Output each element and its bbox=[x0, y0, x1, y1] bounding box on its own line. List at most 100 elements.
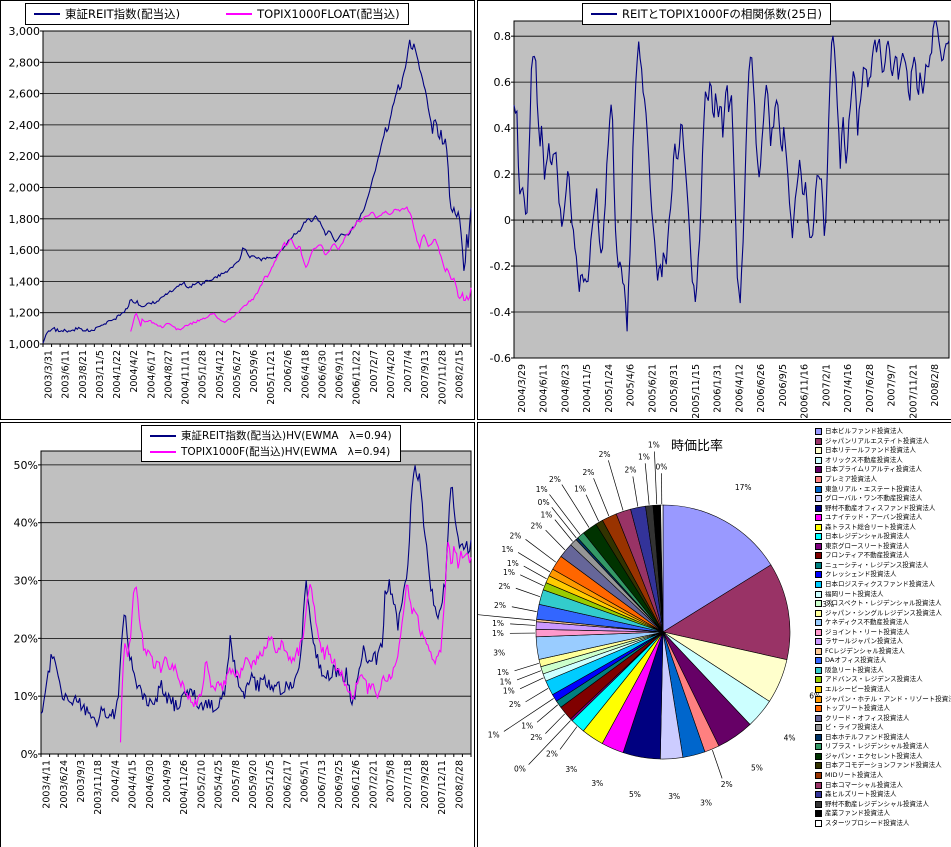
legend-swatch bbox=[815, 619, 822, 627]
hv-chart-legend: 東証REIT指数(配当込)HV(EWMA λ=0.94) TOPIX1000F(… bbox=[141, 425, 401, 462]
topix-line-swatch bbox=[226, 13, 253, 15]
y-axis-label: -0.6 bbox=[490, 352, 511, 365]
x-axis-label: 2004/8/23 bbox=[560, 364, 571, 413]
y-axis-label: 1,800 bbox=[9, 213, 41, 226]
pie-percent-label: 4% bbox=[784, 733, 796, 742]
legend-label: 東証REIT指数(配当込) bbox=[65, 7, 181, 21]
x-axis-label: 2005/6/21 bbox=[647, 364, 658, 413]
legend-item: リプラス・レジデンシャル投資法人 bbox=[815, 742, 951, 752]
legend-item: 福岡リート投資法人 bbox=[815, 589, 951, 599]
label-leader bbox=[528, 720, 571, 765]
x-axis-label: 2007/4/16 bbox=[843, 364, 854, 413]
legend-item: クレッシェンド投資法人 bbox=[815, 570, 951, 580]
x-axis-label: 2003/8/21 bbox=[78, 350, 89, 399]
x-axis-label: 2006/4/12 bbox=[734, 364, 745, 413]
y-axis-label: -0.2 bbox=[490, 260, 511, 273]
pie-percent-label: 3% bbox=[700, 798, 712, 807]
index-chart-legend: 東証REIT指数(配当込) TOPIX1000FLOAT(配当込) bbox=[25, 3, 409, 25]
x-axis-label: 2008/2/15 bbox=[454, 350, 465, 399]
y-axis-label: 1,000 bbox=[9, 338, 41, 351]
pie-percent-label: 1% bbox=[638, 452, 650, 461]
x-axis-label: 2003/3/31 bbox=[44, 350, 55, 399]
pie-percent-label: 1% bbox=[497, 668, 509, 677]
pie-percent-label: 1% bbox=[502, 545, 514, 554]
pie-slice bbox=[660, 504, 664, 633]
pie-percent-label: 2% bbox=[530, 733, 542, 742]
legend-item: 日本ビルファンド投資法人 bbox=[815, 427, 951, 437]
legend-label: 日本レジデンシャル投資法人 bbox=[825, 532, 910, 541]
x-axis-label: 2007/2/21 bbox=[368, 760, 379, 809]
legend-item: スターツプロシード投資法人 bbox=[815, 818, 951, 828]
x-axis-label: 2006/12/6 bbox=[351, 760, 362, 809]
legend-swatch bbox=[815, 791, 822, 799]
legend-swatch bbox=[815, 762, 822, 770]
legend-item: ジョイント・リート投資法人 bbox=[815, 627, 951, 637]
legend-label: ジョイント・リート投資法人 bbox=[825, 627, 910, 636]
legend-swatch bbox=[815, 581, 822, 589]
pie-percent-label: 1% bbox=[648, 441, 660, 450]
legend-swatch bbox=[815, 752, 822, 760]
legend-item: 日本コマーシャル投資法人 bbox=[815, 780, 951, 790]
legend-label: 産業ファンド投資法人 bbox=[825, 809, 890, 818]
legend-swatch bbox=[815, 437, 822, 445]
x-axis-label: 2003/6/11 bbox=[61, 350, 72, 399]
label-leader bbox=[712, 749, 723, 779]
label-leader bbox=[593, 478, 610, 517]
legend-item: 日本レジデンシャル投資法人 bbox=[815, 532, 951, 542]
legend-swatch bbox=[815, 628, 822, 636]
y-axis-label: 2,600 bbox=[9, 88, 41, 101]
correlation-chart-legend: REITとTOPIX1000Fの相関係数(25日) bbox=[582, 3, 831, 25]
x-axis-label: 2005/9/20 bbox=[248, 760, 259, 809]
plot-area: 50% 40% 30% 20% 10% 0% 2003/4/11 2003/6/24 2003/… bbox=[14, 450, 472, 815]
legend-swatch bbox=[815, 571, 822, 579]
legend-item: プレミア投資法人 bbox=[815, 475, 951, 485]
legend-swatch bbox=[815, 542, 822, 550]
label-leader bbox=[511, 606, 537, 612]
x-axis-label: 2004/11/26 bbox=[179, 760, 190, 815]
x-axis-label: 2003/11/5 bbox=[95, 350, 106, 399]
pie-percent-label: 3% bbox=[668, 792, 680, 801]
y-axis-label: 1,600 bbox=[9, 244, 41, 257]
pie-percent-label: 1% bbox=[521, 721, 533, 730]
x-axis-label: 2005/9/6 bbox=[249, 350, 260, 393]
legend-label: 日本ビルファンド投資法人 bbox=[825, 427, 903, 436]
pie-percent-label: 2% bbox=[625, 466, 637, 475]
series-line bbox=[130, 206, 472, 332]
label-leader bbox=[515, 587, 541, 598]
x-axis-label: 2004/2/4 bbox=[110, 760, 121, 803]
legend-label: DAオフィス投資法人 bbox=[825, 656, 887, 665]
pie-percent-label: 3% bbox=[493, 649, 505, 658]
index-line-chart: 3,000 2,800 2,600 2,400 2,200 2,000 1,800 1,600… bbox=[9, 25, 472, 405]
legend-label: ジャパン・エクセレント投資法人 bbox=[825, 751, 923, 760]
y-axis-label: 1,400 bbox=[9, 275, 41, 288]
label-leader bbox=[654, 451, 658, 505]
label-leader bbox=[536, 704, 558, 723]
y-axis-label: 30% bbox=[14, 575, 38, 588]
legend-swatch bbox=[815, 590, 822, 598]
legend-swatch bbox=[815, 456, 822, 464]
chart-market-cap-pie: 時価比率 17%13%6%4%5%2%3%3%5%3%3%2%0%2%1%1%2… bbox=[477, 422, 951, 847]
x-axis-label: 2005/7/8 bbox=[231, 760, 242, 803]
chart-correlation: REITとTOPIX1000Fの相関係数(25日) 0.8 0.6 0.4 0.2 0 -… bbox=[477, 0, 951, 420]
legend-label: クレッシェンド投資法人 bbox=[825, 570, 897, 579]
legend-item: DAオフィス投資法人 bbox=[815, 656, 951, 666]
x-axis-label: 2004/6/30 bbox=[145, 760, 156, 809]
x-axis-label: 2008/2/28 bbox=[454, 760, 465, 809]
legend-label: ジャパン・シングルレジデンス投資法人 bbox=[825, 608, 942, 617]
x-axis-label: 2006/1/31 bbox=[713, 364, 724, 413]
pie-percent-label: 3% bbox=[591, 779, 603, 788]
legend-swatch bbox=[815, 466, 822, 474]
label-leader bbox=[632, 476, 639, 507]
pie-percent-label: 3% bbox=[565, 765, 577, 774]
y-axis-label: 2,800 bbox=[9, 56, 41, 69]
pie-percent-label: 1% bbox=[500, 677, 512, 686]
y-axis-label: 2,400 bbox=[9, 119, 41, 132]
legend-label: 日本ホテルファンド投資法人 bbox=[825, 732, 910, 741]
label-leader bbox=[478, 614, 536, 621]
x-axis-label: 2007/6/28 bbox=[865, 364, 876, 413]
chart-volatility: 東証REIT指数(配当込)HV(EWMA λ=0.94) TOPIX1000F(… bbox=[0, 422, 475, 847]
label-leader bbox=[503, 698, 554, 732]
label-leader bbox=[545, 529, 566, 551]
label-leader bbox=[520, 574, 544, 587]
x-axis-label: 2007/11/21 bbox=[908, 364, 919, 419]
